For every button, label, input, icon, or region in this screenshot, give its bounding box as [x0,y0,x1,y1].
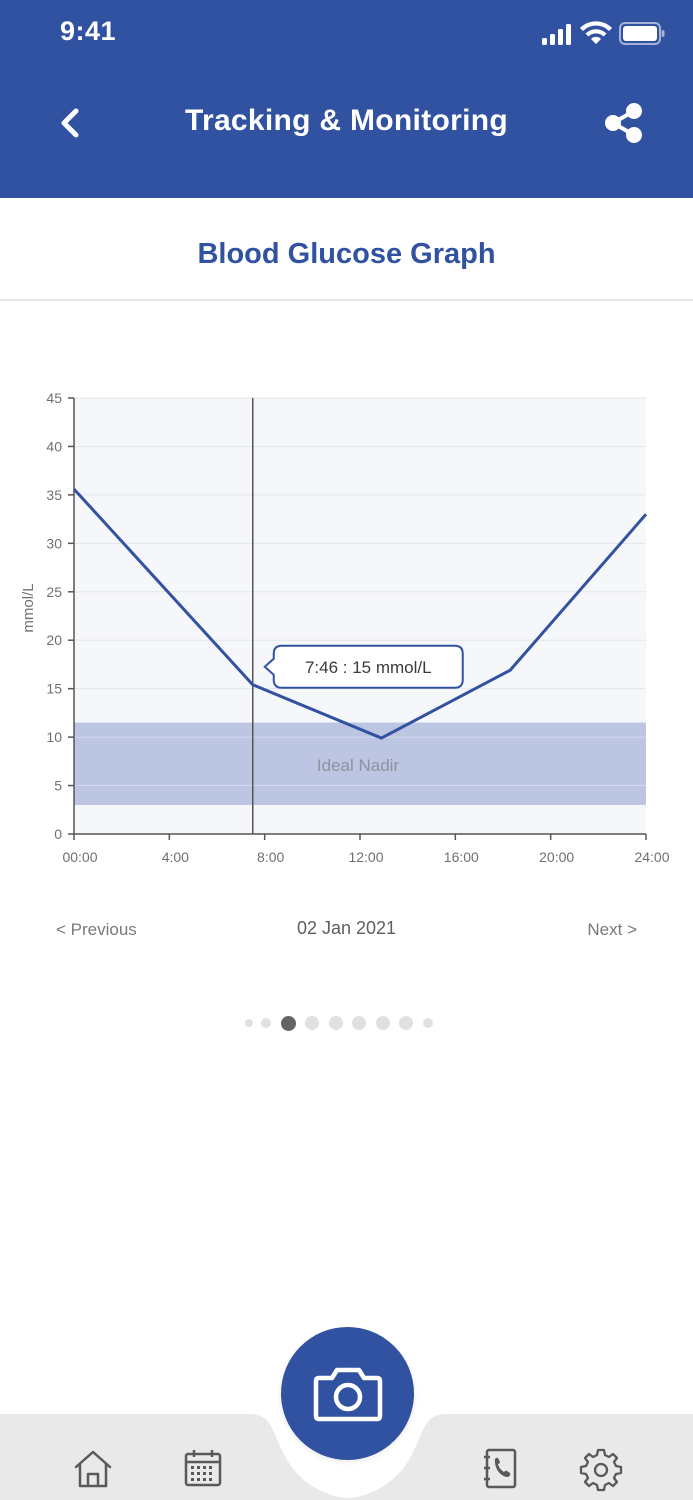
calendar-icon [184,1450,222,1487]
page-dot[interactable] [376,1016,390,1030]
contacts-book-icon [484,1448,517,1489]
y-tick-label: 20 [46,632,62,648]
y-tick-label: 15 [46,681,62,697]
bottom-tab-bar [0,1402,693,1500]
camera-icon [313,1367,383,1422]
glucose-series-line [72,488,648,740]
y-tick-label: 10 [46,729,62,745]
x-tick-label: 24:00 [634,849,669,865]
tab-contacts[interactable] [475,1442,527,1494]
y-tick-label: 45 [46,390,62,406]
app-header: 9:41 Tracking & Monitoring [0,0,693,198]
x-tick-label: 00:00 [62,849,97,865]
share-icon [605,103,642,143]
previous-day-link[interactable]: < Previous [56,920,137,939]
graph-title: Blood Glucose Graph [197,238,496,270]
y-axis-label: mmol/L [20,583,37,632]
page-dot[interactable] [261,1018,271,1028]
camera-button[interactable] [281,1327,414,1460]
page-dot[interactable] [399,1016,413,1030]
divider [0,299,693,301]
status-icons [540,20,665,48]
tooltip-text: 7:46 : 15 mmol/L [305,658,432,677]
next-day-link[interactable]: Next > [587,920,637,939]
page-dot[interactable] [329,1016,343,1030]
battery-icon [619,22,665,45]
share-button[interactable] [599,96,649,150]
status-time: 9:41 [60,16,117,46]
y-tick-label: 35 [46,487,62,503]
cellular-signal-icon [542,24,571,45]
back-button[interactable] [46,96,96,150]
page-dot[interactable] [280,1015,296,1031]
page-title: Tracking & Monitoring [185,104,508,137]
page-dot[interactable] [305,1016,319,1030]
tab-home[interactable] [67,1442,119,1494]
page-dot[interactable] [423,1018,433,1028]
tab-bar-background [0,1414,693,1500]
home-icon [74,1450,112,1488]
page-dot[interactable] [245,1019,253,1027]
tab-settings[interactable] [575,1442,627,1494]
band-label: Ideal Nadir [317,756,400,775]
chart-svg: 0 5 10 15 20 25 30 35 40 45 Ideal Nadir 00:00 4:00 8:… [20,390,670,865]
x-tick-label: 8:00 [257,849,284,865]
x-tick-label: 4:00 [162,849,189,865]
y-tick-label: 30 [46,535,62,551]
blood-glucose-chart: 0 5 10 15 20 25 30 35 40 45 Ideal Nadir 00:00 4:00 8:… [0,380,693,880]
tooltip-box [263,644,464,689]
tab-calendar[interactable] [177,1442,229,1494]
y-tick-label: 25 [46,584,62,600]
chevron-left-icon [61,108,79,138]
page-dot[interactable] [352,1016,366,1030]
x-tick-label: 16:00 [444,849,479,865]
y-tick-label: 0 [54,826,62,842]
ideal-nadir-band [74,722,646,805]
y-tick-label: 40 [46,438,62,454]
x-tick-label: 20:00 [539,849,574,865]
date-navigation: < Previous 02 Jan 2021 Next > [0,914,693,948]
settings-gear-icon [579,1448,623,1492]
y-tick-label: 5 [54,778,62,794]
wifi-icon [580,21,612,44]
page-indicator [0,1012,693,1034]
x-tick-label: 12:00 [348,849,383,865]
